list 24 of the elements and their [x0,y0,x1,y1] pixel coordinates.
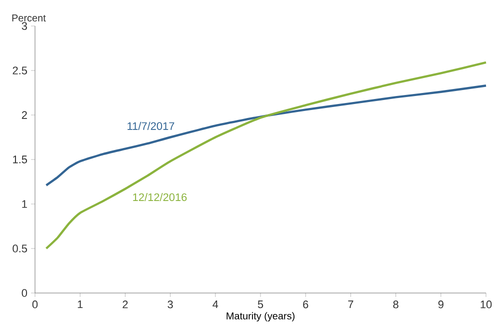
x-tick-label: 5 [258,300,264,308]
y-tick-label: 0.5 [12,244,28,252]
x-tick-label: 10 [480,300,492,308]
line-series [45,84,488,186]
x-tick-label: 1 [78,300,83,308]
x-tick-label: 8 [393,300,398,308]
y-tick-label: 2 [22,111,27,119]
y-tick-label: 0 [22,289,28,297]
y-tick-label: 2.5 [12,66,28,74]
series-label: 11/7/2017 [128,122,174,130]
x-tick-label: 0 [32,300,38,308]
y-tick-label: 1.5 [13,156,28,164]
y-tick-label: 1 [22,200,27,208]
x-tick-label: 4 [212,300,218,308]
x-tick-label: 7 [348,300,354,308]
x-axis-title: Maturity (years) [226,312,294,322]
y-tick-label: 3 [22,22,27,30]
x-tick-label: 9 [438,300,444,308]
line-series [45,61,488,250]
series-label: 12/12/2016 [133,193,187,202]
x-tick-label: 3 [168,300,173,308]
x-tick-label: 6 [303,300,308,308]
x-tick-label: 2 [122,300,128,308]
y-axis-title: Percent [12,14,46,22]
